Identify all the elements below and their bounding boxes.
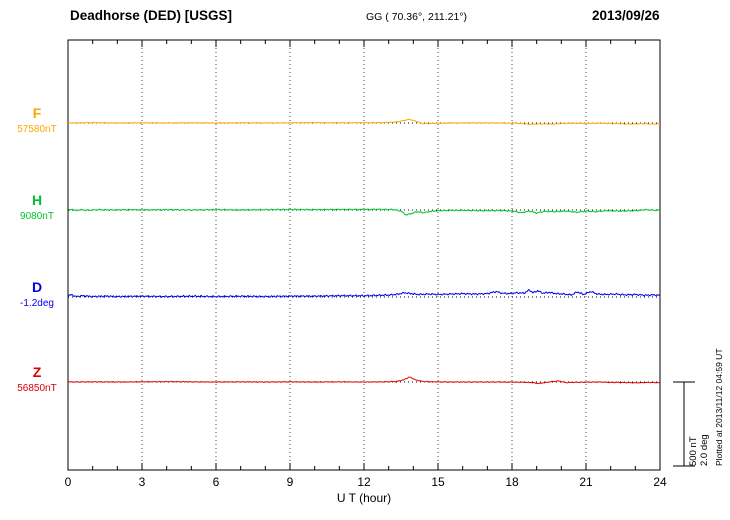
scale-bar-label-deg: 2.0 deg (699, 434, 710, 466)
trace-F (67, 118, 660, 126)
channel-label-F: F (32, 105, 42, 121)
channel-baseline-H: 9080nT (20, 211, 54, 222)
channel-label-Z: Z (32, 364, 42, 380)
x-tick-label: 21 (579, 475, 593, 489)
channel-baseline-D: -1.2deg (20, 298, 54, 309)
channel-label-H: H (31, 192, 43, 208)
page-title: Deadhorse (DED) [USGS] (70, 8, 233, 23)
trace-Z (67, 376, 661, 385)
channel-baseline-F: 57580nT (17, 124, 57, 135)
x-tick-label: 6 (213, 475, 220, 489)
channel-label-D: D (31, 279, 43, 295)
plotted-at-note: Plotted at 2013/11/12 04:59 UT (714, 348, 724, 466)
x-axis-label: U T (hour) (336, 491, 392, 505)
plot-date: 2013/09/26 (592, 8, 660, 23)
geographic-coordinates: GG ( 70.36°, 211.21°) (366, 11, 468, 23)
x-tick-label: 12 (357, 475, 371, 489)
x-tick-label: 0 (65, 475, 72, 489)
x-tick-label: 3 (139, 475, 146, 489)
plot-frame (67, 39, 661, 471)
scale-bar-label-nt: 500 nT (688, 436, 699, 466)
trace-D (67, 288, 661, 298)
channel-baseline-Z: 56850nT (17, 383, 57, 394)
x-tick-label: 9 (287, 475, 294, 489)
trace-H (67, 208, 661, 216)
x-tick-label: 18 (505, 475, 519, 489)
x-tick-label: 24 (653, 475, 667, 489)
x-tick-label: 15 (431, 475, 445, 489)
